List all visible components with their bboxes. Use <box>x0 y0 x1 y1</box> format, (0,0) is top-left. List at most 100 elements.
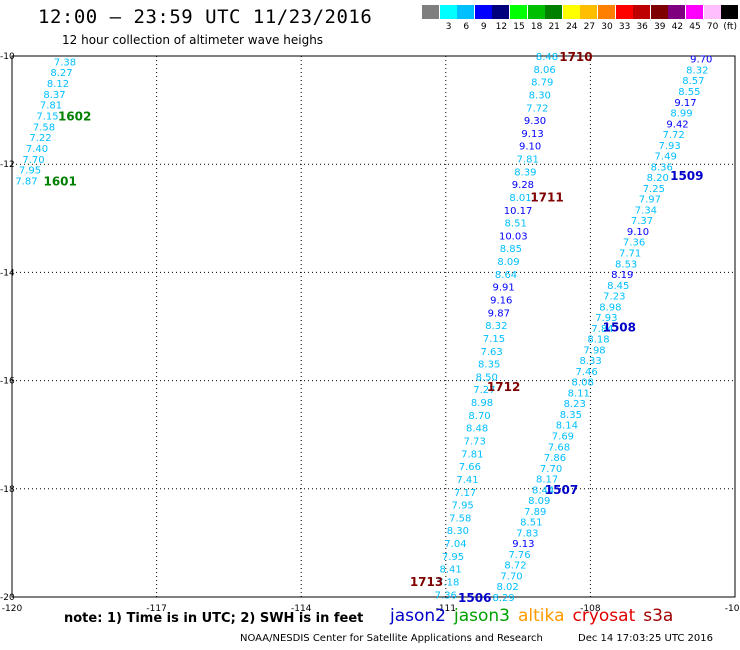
colorbar-label: 27 <box>583 22 596 32</box>
pass-number-label: 1509 <box>670 169 703 183</box>
swh-value-label: 8.37 <box>43 90 65 101</box>
colorbar-swatch <box>422 5 439 19</box>
y-tick-label: -16 <box>0 377 15 387</box>
swh-value-label: 7.86 <box>544 453 566 464</box>
swh-value-label: 8.51 <box>505 219 527 230</box>
swh-value-label: 7.04 <box>444 539 466 550</box>
swh-value-label: 8.53 <box>615 259 637 270</box>
swh-value-label: 8.48 <box>466 424 488 435</box>
swh-value-label: 7.69 <box>552 432 574 443</box>
swh-value-label: 8.33 <box>579 356 601 367</box>
swh-value-label: 8.23 <box>564 399 586 410</box>
swh-value-label: 8.45 <box>607 281 629 292</box>
swh-value-label: 7.87 <box>15 176 37 187</box>
swh-value-label: 7.73 <box>464 436 486 447</box>
swh-value-label: 7.34 <box>635 205 657 216</box>
swh-value-label: 8.70 <box>468 411 490 422</box>
colorbar-swatch <box>580 5 598 19</box>
colorbar-swatch <box>457 5 475 19</box>
colorbar-swatch <box>686 5 703 19</box>
pass-number-label: 1507 <box>545 483 578 497</box>
footer-date: Dec 14 17:03:25 UTC 2016 <box>578 633 713 644</box>
swh-value-label: 7.70 <box>22 155 44 166</box>
swh-value-label: 9.28 <box>512 180 534 191</box>
swh-value-label: 8.01 <box>509 193 531 204</box>
swh-value-label: 8.30 <box>447 526 469 537</box>
swh-value-label: 8.48 <box>536 52 558 63</box>
colorbar-swatch <box>650 5 668 19</box>
swh-value-label: 7.93 <box>595 313 617 324</box>
swh-value-label: 8.50 <box>476 372 498 383</box>
swh-value-label: 7.95 <box>442 552 464 563</box>
swh-value-label: 9.70 <box>690 55 712 66</box>
pass-number-label: 1712 <box>487 380 520 394</box>
chart-title: 12:00 – 23:59 UTC 11/23/2016 <box>38 6 373 28</box>
colorbar-label: 36 <box>636 22 648 32</box>
swh-value-label: 9.10 <box>519 142 541 153</box>
swh-value-label: 7.41 <box>456 475 478 486</box>
x-tick-label: -120 <box>2 604 23 614</box>
mission-legend-jason2: jason2 <box>390 606 446 626</box>
swh-value-label: 7.81 <box>40 101 62 112</box>
footer-credit: NOAA/NESDIS Center for Satellite Applica… <box>240 633 543 644</box>
swh-value-label: 7.40 <box>26 144 48 155</box>
colorbar-label: 12 <box>495 22 508 32</box>
swh-value-label: 8.44 <box>532 485 554 496</box>
swh-value-label: 10.03 <box>499 231 528 242</box>
swh-value-label: 8.09 <box>528 496 550 507</box>
swh-value-label: 7.58 <box>449 513 471 524</box>
plot-frame <box>11 55 736 598</box>
swh-value-label: 8.51 <box>520 518 542 529</box>
colorbar-label: 15 <box>513 22 525 32</box>
colorbar-label: 18 <box>530 22 543 32</box>
swh-value-label: 7.68 <box>548 442 570 453</box>
mission-legend-jason3: jason3 <box>454 606 510 626</box>
colorbar-swatch <box>510 5 527 19</box>
swh-value-label: 7.97 <box>639 195 661 206</box>
swh-value-label: 8.14 <box>556 421 578 432</box>
mission-legend: jason2 jason3 altika cryosat s3a <box>390 606 681 626</box>
swh-value-label: 8.11 <box>568 388 590 399</box>
swh-value-label: 8.85 <box>500 244 522 255</box>
swh-value-label: 7.93 <box>659 141 681 152</box>
colorbar-swatch <box>562 5 580 19</box>
swh-value-label: 8.41 <box>439 565 461 576</box>
colorbar-label: 6 <box>463 22 470 32</box>
swh-value-label: 8.08 <box>572 378 594 389</box>
pass-number-label: 1602 <box>58 110 91 124</box>
colorbar-swatch <box>615 5 633 19</box>
swh-value-label: 9.13 <box>512 539 534 550</box>
swh-value-label: 8.12 <box>47 79 69 90</box>
colorbar-label: 33 <box>618 22 631 32</box>
swh-value-label: 9.17 <box>674 98 696 109</box>
mission-legend-cryosat: cryosat <box>572 606 636 626</box>
swh-value-label: 9.30 <box>524 116 546 127</box>
x-tick-label: -117 <box>146 604 166 614</box>
colorbar-label: 24 <box>566 22 578 32</box>
swh-value-label: 7.95 <box>452 501 474 512</box>
y-tick-label: -18 <box>0 485 15 495</box>
pass-number-label: 1601 <box>43 174 76 188</box>
colorbar-swatch <box>527 5 545 19</box>
colorbar-swatch <box>474 5 492 19</box>
swh-value-label: 8.98 <box>599 302 621 313</box>
swh-value-label: 8.55 <box>678 87 700 98</box>
swh-value-label: 9.91 <box>493 283 515 294</box>
swh-value-label: 10.17 <box>504 206 533 217</box>
y-tick-label: -14 <box>0 268 15 278</box>
swh-value-label: 7.70 <box>500 571 522 582</box>
swh-value-label: 8.36 <box>651 162 673 173</box>
swh-value-label: 8.35 <box>560 410 582 421</box>
swh-value-label: 7.71 <box>619 248 641 259</box>
swh-value-label: 7.58 <box>33 122 55 133</box>
colorbar-swatch <box>721 5 739 19</box>
swh-value-label: 7.72 <box>662 130 684 141</box>
swh-value-label: 7.36 <box>623 238 645 249</box>
swh-value-label: 7.37 <box>631 216 653 227</box>
colorbar-label: 39 <box>654 22 666 32</box>
swh-value-label: 8.99 <box>670 109 692 120</box>
swh-value-label: 8.32 <box>485 321 507 332</box>
x-tick-label: -111 <box>436 604 456 614</box>
colorbar-label: 3 <box>445 22 452 32</box>
colorbar-swatch <box>598 5 615 19</box>
